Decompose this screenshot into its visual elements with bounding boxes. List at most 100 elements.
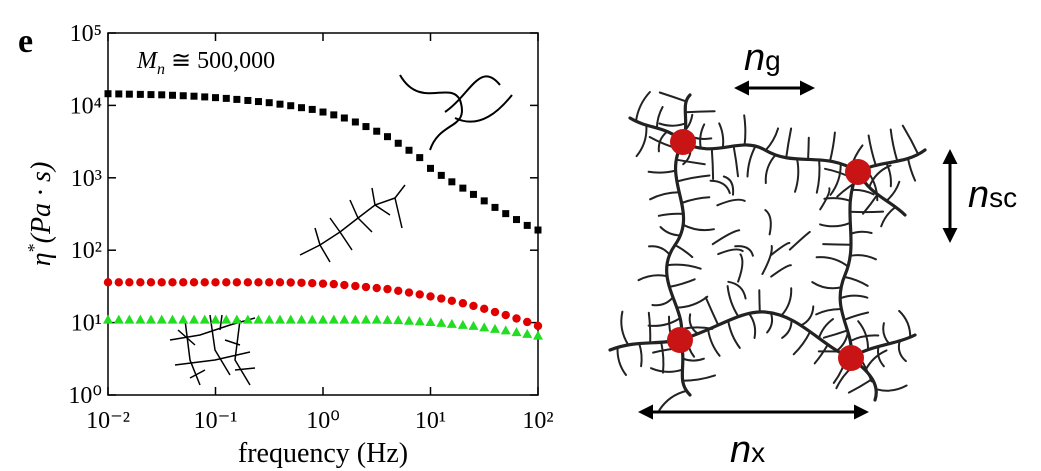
point bbox=[296, 314, 307, 324]
side-chain bbox=[726, 285, 740, 318]
side-chain bbox=[766, 311, 774, 334]
point bbox=[522, 328, 533, 338]
side-chain bbox=[780, 287, 793, 317]
point bbox=[437, 294, 446, 303]
side-chain bbox=[819, 187, 831, 211]
crosslink bbox=[667, 327, 693, 353]
x-tick-label: 10¹ bbox=[415, 408, 446, 434]
label-ng: ng bbox=[744, 37, 781, 79]
point bbox=[405, 146, 413, 154]
point bbox=[286, 278, 295, 287]
label-symbol: n bbox=[730, 429, 751, 471]
side-chain bbox=[710, 147, 715, 180]
point bbox=[276, 100, 284, 108]
side-chain bbox=[843, 275, 869, 287]
side-chain bbox=[867, 134, 877, 167]
point bbox=[210, 314, 221, 324]
point bbox=[242, 314, 253, 324]
point bbox=[157, 278, 166, 287]
side-chain bbox=[829, 131, 836, 163]
side-chain bbox=[764, 209, 772, 236]
point bbox=[189, 278, 199, 287]
x-tick-label: 10² bbox=[522, 408, 553, 434]
point bbox=[178, 314, 189, 324]
chart: Mn ≅ 500,000 frequency (Hz) η*(Pa · s) 1… bbox=[24, 21, 554, 469]
point bbox=[201, 93, 209, 101]
point bbox=[329, 279, 338, 289]
point bbox=[415, 290, 424, 299]
side-chain bbox=[839, 294, 869, 300]
side-chain bbox=[655, 106, 664, 129]
side-chain bbox=[813, 343, 829, 365]
point bbox=[383, 284, 392, 294]
point bbox=[350, 314, 361, 324]
x-tick-label: 10⁻² bbox=[86, 408, 130, 434]
side-chain bbox=[800, 305, 815, 327]
side-chain bbox=[659, 226, 682, 237]
point bbox=[135, 314, 146, 324]
y-tick-label: 10² bbox=[71, 238, 102, 264]
point bbox=[168, 91, 176, 99]
point bbox=[394, 139, 402, 147]
point bbox=[480, 304, 489, 314]
point bbox=[103, 278, 113, 287]
point bbox=[360, 314, 371, 324]
point bbox=[425, 316, 436, 326]
side-chain bbox=[823, 197, 852, 202]
linear-sketch bbox=[399, 74, 513, 151]
point bbox=[136, 90, 144, 98]
side-chain bbox=[668, 278, 696, 288]
point bbox=[534, 226, 542, 234]
side-chain bbox=[836, 332, 849, 352]
annotation-subscript: n bbox=[157, 61, 165, 78]
point bbox=[244, 96, 252, 104]
crosslink bbox=[670, 129, 696, 155]
side-chain bbox=[770, 264, 792, 278]
point bbox=[298, 104, 306, 112]
diagram: ng nsc nx bbox=[608, 37, 1017, 471]
point bbox=[136, 278, 145, 287]
side-chain bbox=[717, 248, 744, 256]
side-chain bbox=[898, 309, 912, 339]
point bbox=[328, 314, 339, 324]
annotation-rest: ≅ 500,000 bbox=[165, 48, 275, 74]
point bbox=[489, 323, 500, 333]
side-chain bbox=[875, 384, 908, 392]
side-chain bbox=[882, 322, 891, 345]
point bbox=[264, 314, 275, 324]
point bbox=[254, 278, 263, 287]
point bbox=[340, 114, 348, 122]
side-chain bbox=[847, 378, 874, 394]
point bbox=[490, 307, 500, 317]
label-nx: nx bbox=[730, 429, 765, 471]
label-symbol: n bbox=[744, 37, 765, 79]
side-chain bbox=[850, 188, 875, 196]
point bbox=[533, 321, 543, 331]
y-tick-label: 10³ bbox=[71, 166, 102, 192]
side-chain bbox=[681, 374, 716, 382]
y-label-superscript: * bbox=[24, 243, 44, 252]
point bbox=[179, 92, 187, 100]
side-chain bbox=[658, 91, 688, 103]
point bbox=[297, 278, 306, 287]
side-chain bbox=[665, 263, 702, 270]
side-chain bbox=[657, 130, 669, 153]
side-chain bbox=[718, 122, 725, 149]
side-chain bbox=[647, 311, 652, 344]
side-chain bbox=[647, 169, 677, 174]
side-chain bbox=[716, 198, 746, 207]
point bbox=[330, 111, 338, 119]
point bbox=[404, 315, 415, 325]
point bbox=[308, 105, 316, 113]
x-tick-label: 10⁻¹ bbox=[194, 408, 238, 434]
side-chain bbox=[815, 308, 843, 316]
side-chain bbox=[868, 164, 892, 189]
label-symbol: n bbox=[968, 174, 989, 216]
side-chain bbox=[862, 193, 879, 215]
annotation-symbol: M bbox=[136, 48, 159, 74]
label-nsc: nsc bbox=[968, 174, 1017, 216]
polymer-sketches bbox=[169, 74, 513, 386]
point bbox=[146, 278, 156, 287]
point bbox=[274, 314, 285, 324]
side-chain bbox=[843, 311, 870, 321]
